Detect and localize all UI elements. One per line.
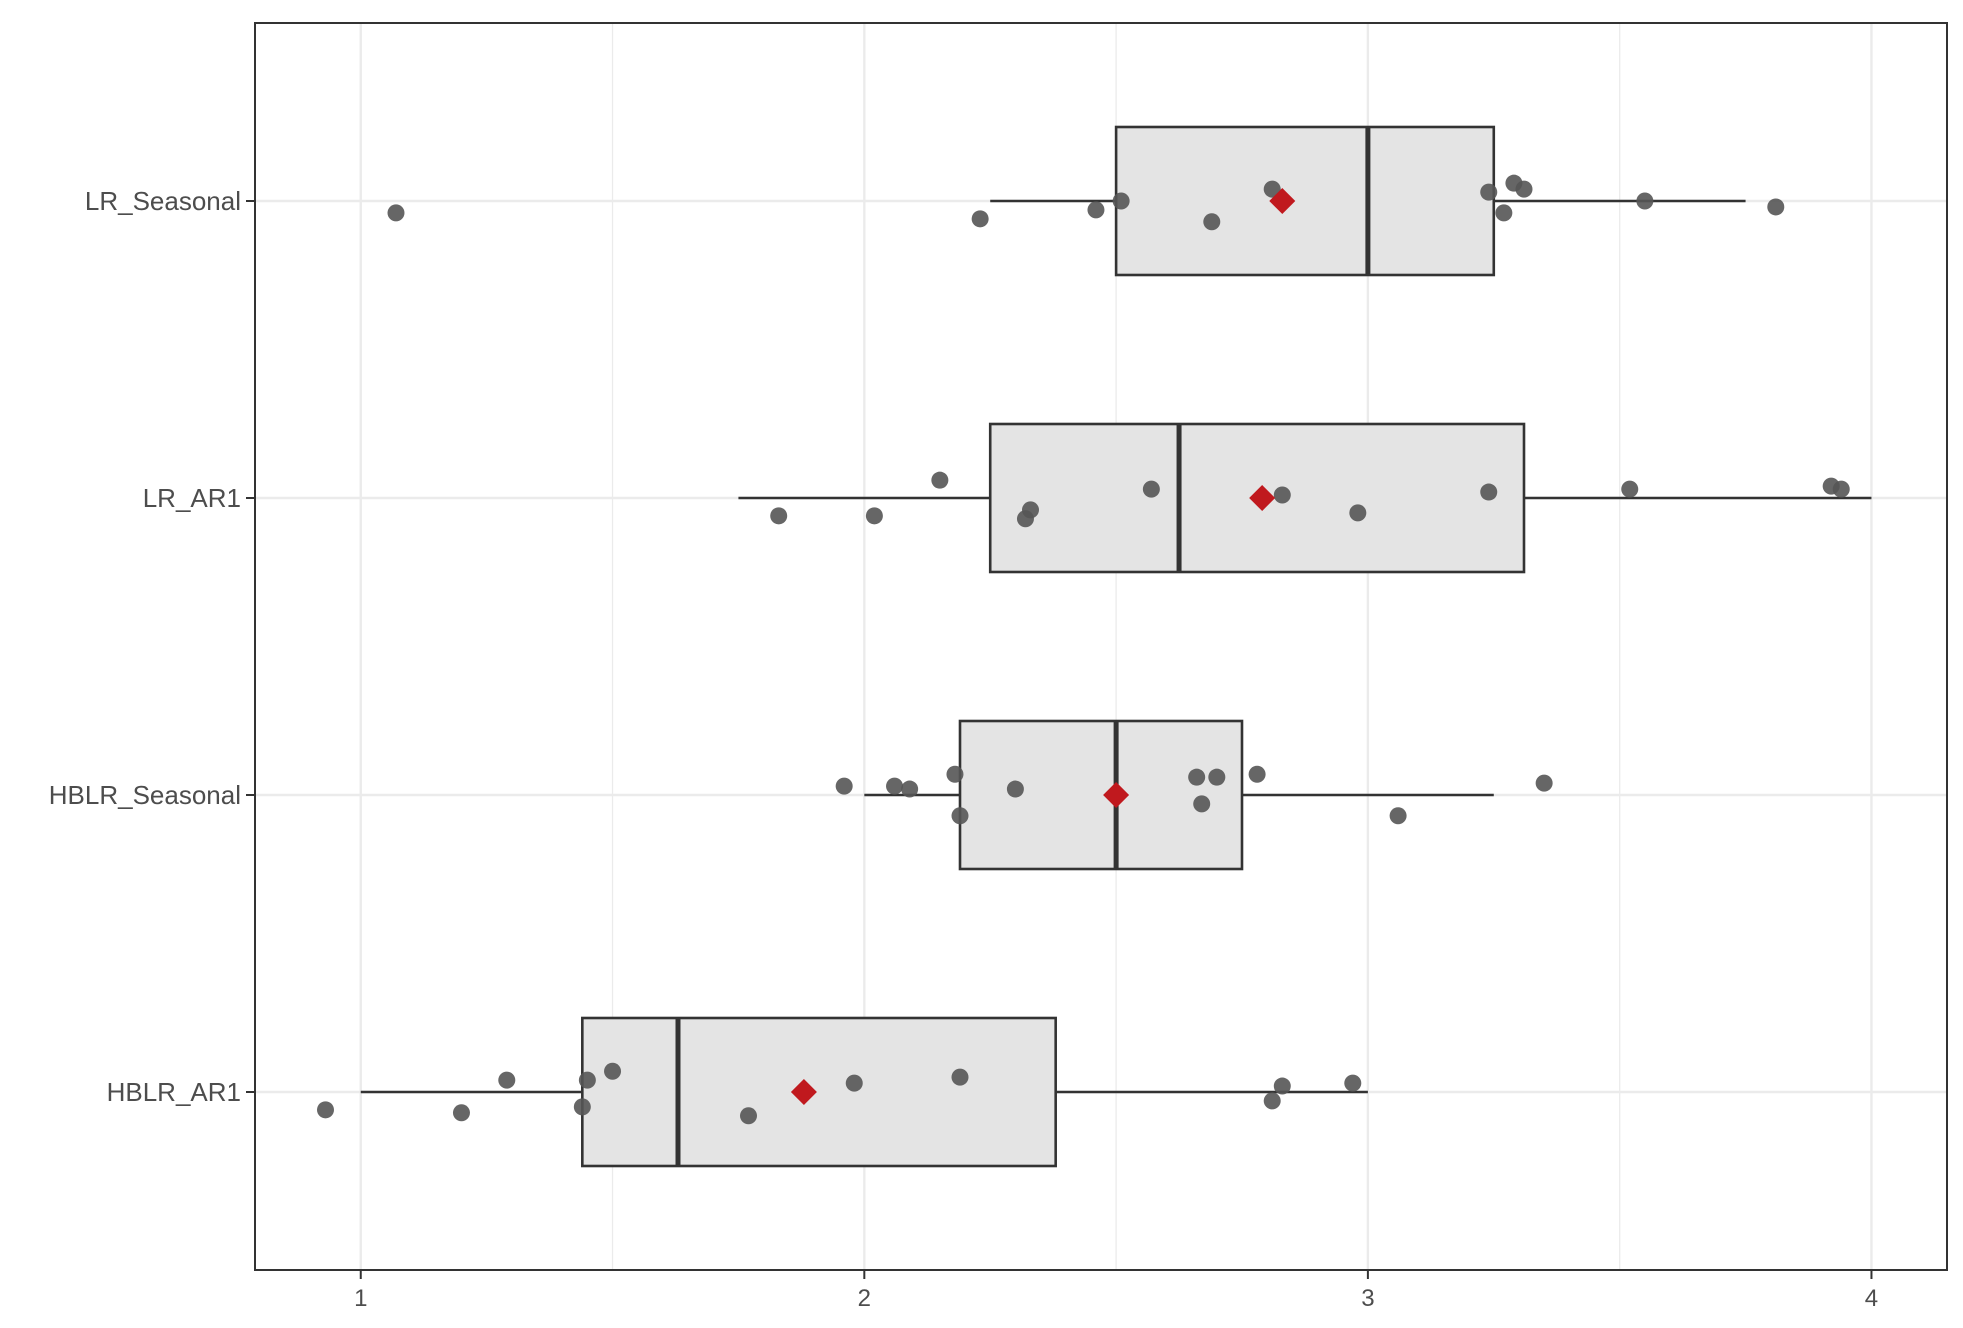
mean-marker bbox=[790, 1079, 817, 1105]
box-iqr bbox=[958, 719, 1244, 871]
panel-background bbox=[255, 23, 1947, 1270]
data-point bbox=[1112, 192, 1130, 210]
panel-border bbox=[254, 22, 1948, 1271]
data-point bbox=[951, 807, 969, 825]
data-point bbox=[578, 1071, 596, 1089]
data-point bbox=[886, 777, 904, 795]
y-tick-label: LR_Seasonal bbox=[85, 186, 241, 216]
data-point bbox=[1188, 768, 1206, 786]
data-point bbox=[387, 204, 405, 222]
data-point bbox=[1636, 192, 1654, 210]
data-point bbox=[1208, 768, 1226, 786]
x-tick-label: 2 bbox=[858, 1285, 871, 1312]
data-point bbox=[498, 1071, 516, 1089]
x-tick-label: 3 bbox=[1361, 1285, 1374, 1312]
data-point bbox=[317, 1101, 334, 1119]
data-point bbox=[1344, 1074, 1362, 1092]
data-point bbox=[1480, 183, 1498, 201]
data-point bbox=[573, 1098, 591, 1116]
data-point bbox=[951, 1068, 969, 1086]
data-point bbox=[1832, 480, 1850, 498]
data-point bbox=[1087, 201, 1105, 219]
data-point bbox=[931, 471, 949, 489]
data-point bbox=[1349, 504, 1367, 522]
data-point bbox=[1480, 483, 1498, 501]
data-point bbox=[1767, 198, 1785, 216]
data-point bbox=[835, 777, 853, 795]
data-point bbox=[740, 1107, 757, 1125]
box-iqr bbox=[581, 1016, 1057, 1168]
data-point bbox=[1248, 765, 1266, 783]
data-point bbox=[865, 507, 883, 525]
y-tick-label: HBLR_Seasonal bbox=[49, 780, 241, 810]
data-point bbox=[971, 210, 989, 228]
data-point bbox=[1495, 204, 1513, 222]
data-point bbox=[1203, 213, 1221, 231]
data-point bbox=[1621, 480, 1639, 498]
mean-marker bbox=[1269, 188, 1296, 214]
data-point bbox=[1006, 780, 1024, 798]
data-points bbox=[317, 174, 1850, 1125]
y-tick-label: LR_AR1 bbox=[143, 483, 241, 513]
data-point bbox=[1142, 480, 1160, 498]
data-point bbox=[1263, 1092, 1281, 1110]
data-point bbox=[1193, 795, 1211, 813]
data-point bbox=[901, 780, 919, 798]
x-tick-label: 1 bbox=[354, 1285, 367, 1312]
data-point bbox=[604, 1062, 622, 1080]
data-point bbox=[1515, 180, 1533, 198]
data-point bbox=[770, 507, 788, 525]
y-tick-label: HBLR_AR1 bbox=[107, 1077, 241, 1107]
data-point bbox=[1022, 501, 1039, 519]
mean-marker bbox=[1103, 782, 1130, 808]
mean-markers bbox=[790, 188, 1296, 1105]
data-point bbox=[1273, 486, 1291, 504]
box-iqr bbox=[1114, 125, 1496, 277]
mean-marker bbox=[1249, 485, 1276, 511]
x-tick-label: 4 bbox=[1865, 1285, 1878, 1312]
data-point bbox=[845, 1074, 863, 1092]
axes: LR_Seasonal LR_AR1 HBLR_Seasonal HBLR_AR1 1 2… bbox=[49, 186, 1878, 1312]
data-point bbox=[1263, 180, 1281, 198]
data-point bbox=[946, 765, 964, 783]
data-point bbox=[1273, 1077, 1291, 1095]
data-point bbox=[1535, 774, 1553, 792]
data-point bbox=[452, 1104, 470, 1122]
data-point bbox=[1389, 807, 1407, 825]
